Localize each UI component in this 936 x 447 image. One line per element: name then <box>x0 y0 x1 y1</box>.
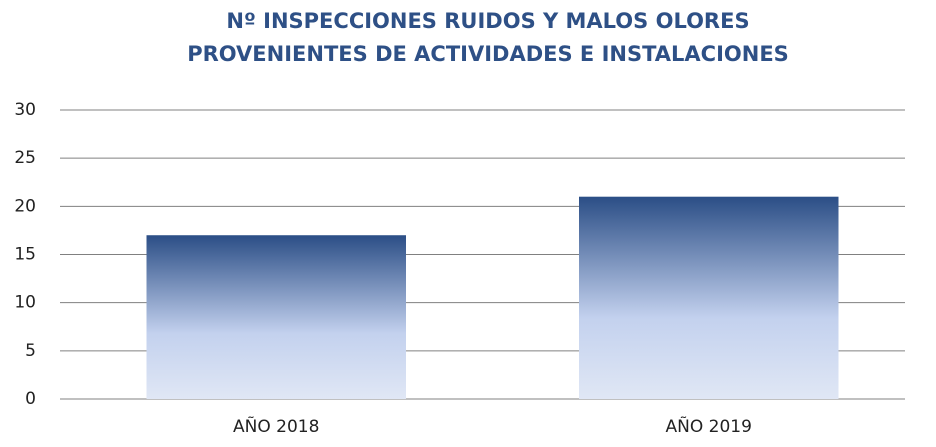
x-tick-label: AÑO 2019 <box>666 415 752 437</box>
y-tick-label: 25 <box>14 148 36 168</box>
y-tick-label: 0 <box>25 389 36 409</box>
bar <box>146 235 406 399</box>
y-tick-label: 30 <box>14 100 36 120</box>
y-tick-label: 10 <box>14 293 36 313</box>
bar <box>579 196 839 399</box>
chart-title: Nº INSPECCIONES RUIDOS Y MALOS OLORES <box>226 9 749 33</box>
y-tick-label: 5 <box>25 341 36 361</box>
y-tick-label: 20 <box>14 196 36 216</box>
y-tick-label: 15 <box>14 245 36 265</box>
x-tick-label: AÑO 2018 <box>233 415 319 437</box>
chart-title: PROVENIENTES DE ACTIVIDADES E INSTALACIO… <box>187 42 789 66</box>
